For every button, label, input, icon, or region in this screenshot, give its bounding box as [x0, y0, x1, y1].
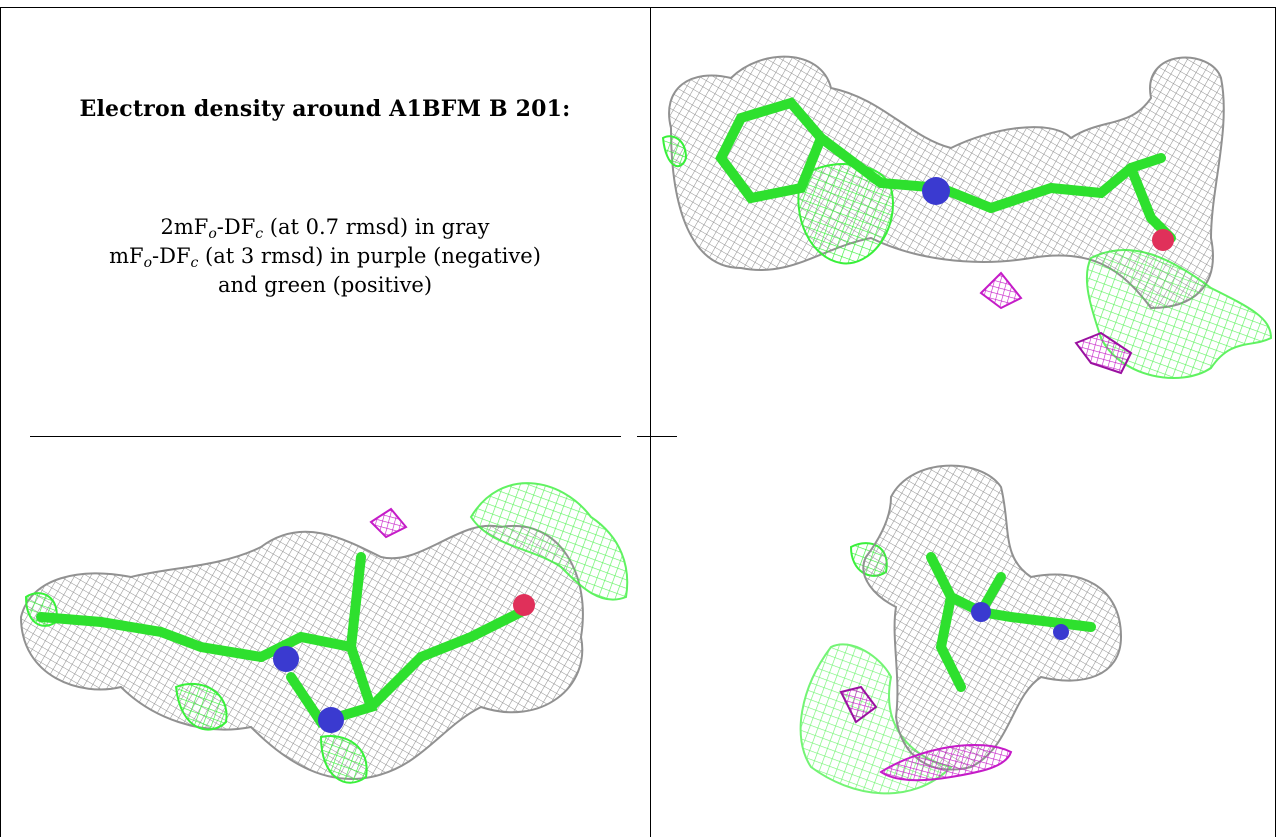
- ligand-sticks: [715, 97, 1176, 243]
- density-render-3: [799, 464, 1123, 795]
- nitrogen-atom: [922, 177, 950, 205]
- oxygen-atom: [513, 594, 535, 616]
- nitrogen-atom: [971, 602, 991, 622]
- density-render-1: [661, 55, 1273, 379]
- density-view-3: [651, 437, 1275, 837]
- legend-line-fo-dfc: mFo-DFc (at 3 rmsd) in purple (negative): [109, 244, 541, 271]
- border-divider-horizontal-mid: [637, 436, 677, 437]
- green-positive-mesh: [661, 135, 1273, 379]
- density-legend: 2mFo-DFc (at 0.7 rmsd) in gray mFo-DFc (…: [0, 213, 650, 300]
- purple-negative-mesh: [369, 507, 408, 539]
- border-left: [0, 7, 1, 837]
- density-view-2: [1, 437, 650, 837]
- ligand-sticks: [36, 552, 526, 728]
- legend-line-2fo-dfc: 2mFo-DFc (at 0.7 rmsd) in gray: [160, 215, 490, 242]
- density-render-2: [19, 482, 629, 784]
- density-view-1: [651, 8, 1275, 436]
- caption-cell: Electron density around A1BFM B 201: 2mF…: [0, 8, 650, 436]
- legend-line-colors: and green (positive): [217, 273, 433, 297]
- border-divider-horizontal-left: [30, 436, 621, 437]
- border-top: [0, 7, 1276, 8]
- border-divider-vertical: [650, 7, 651, 837]
- purple-negative-mesh: [839, 685, 1013, 782]
- nitrogen-atom-2: [1053, 624, 1069, 640]
- figure-title: Electron density around A1BFM B 201:: [79, 96, 571, 122]
- purple-negative-mesh: [979, 271, 1133, 375]
- gray-density-mesh: [19, 524, 584, 780]
- oxygen-atom: [1152, 229, 1174, 251]
- nitrogen-atoms: [273, 646, 344, 733]
